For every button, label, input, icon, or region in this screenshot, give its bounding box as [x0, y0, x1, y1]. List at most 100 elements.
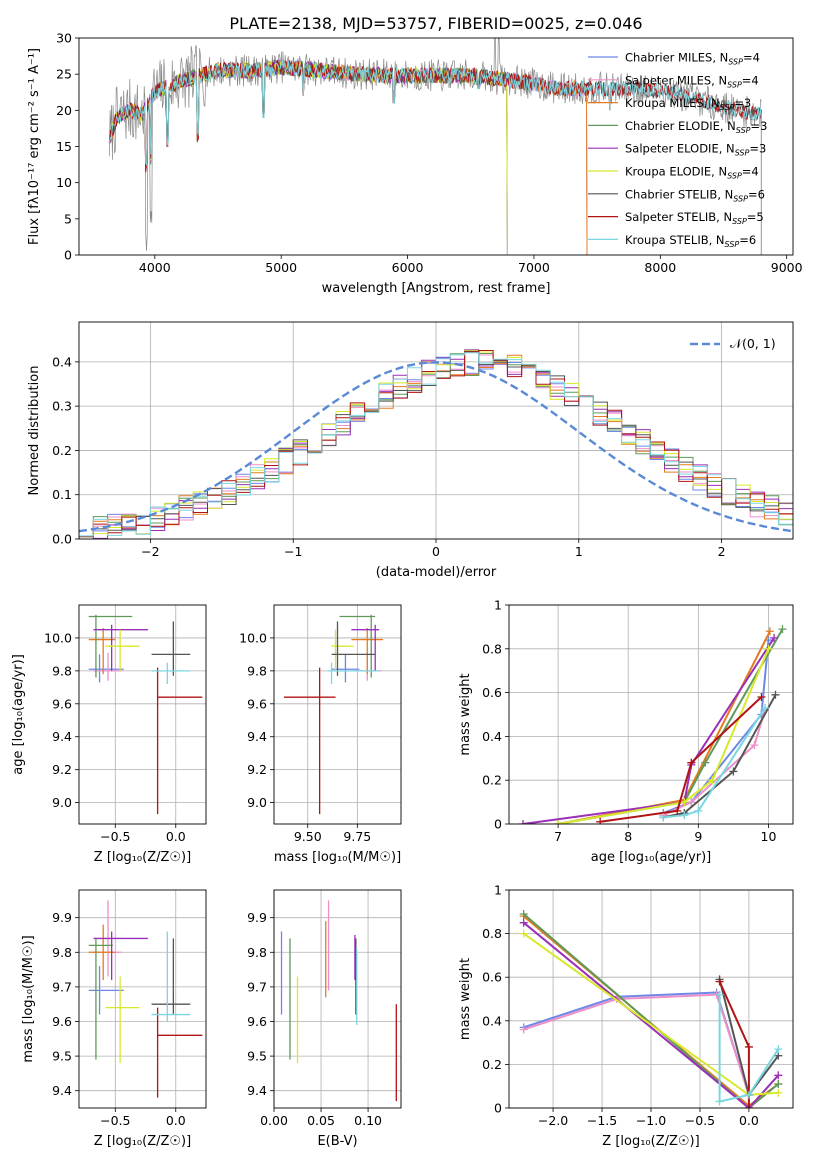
legend-label-normal: 𝒩(0, 1): [730, 336, 776, 351]
series-kroupa-stelib: [715, 990, 783, 1106]
x-tick-label: 0.10: [354, 1113, 382, 1128]
errorbar-chabrier-stelib: [151, 621, 191, 676]
data-point-marker: [554, 820, 563, 824]
legend-label: Chabrier MILES, NSSP=4: [625, 51, 760, 67]
series-line: [557, 628, 784, 824]
y-tick-label: 9.2: [52, 762, 72, 777]
x-tick-label: −2.0: [538, 1113, 568, 1128]
series-line: [663, 694, 777, 819]
y-tick-label: 0.4: [52, 354, 72, 369]
plot-area: [88, 900, 203, 1098]
errorbar-salpeter-miles: [93, 652, 122, 681]
y-tick-label: 9.7: [247, 979, 267, 994]
data-point-marker: [770, 633, 779, 642]
x-axis-label: Z [log₁₀(Z/Z☉)]: [94, 1134, 191, 1149]
errorbar-chabrier-miles: [331, 654, 360, 683]
series-kroupa-miles: [554, 627, 774, 824]
x-tick-label: 0.0: [166, 1113, 186, 1128]
x-axis-label: Z [log₁₀(Z/Z☉)]: [602, 1134, 699, 1149]
y-tick-label: 0: [64, 248, 72, 263]
data-point-marker: [771, 690, 780, 699]
x-tick-label: 9: [694, 829, 702, 844]
x-axis-label: E(B-V): [317, 1134, 357, 1149]
y-tick-label: 9.4: [247, 729, 267, 744]
series-salpeter-stelib: [596, 692, 766, 824]
x-tick-label: −1.5: [587, 1113, 617, 1128]
y-tick-label: 1: [494, 598, 502, 613]
axes-frame: [78, 604, 207, 825]
legend-label-suffix: =6: [748, 187, 765, 201]
data-point-marker: [764, 644, 773, 653]
legend-label-sub: SSP: [720, 103, 735, 112]
legend-label-main: Kroupa STELIB, N: [625, 233, 725, 247]
x-tick-label: 0.0: [739, 1113, 759, 1128]
x-tick-label: 6000: [392, 260, 424, 275]
y-tick-label: 9.6: [52, 696, 72, 711]
data-point-marker: [715, 977, 724, 986]
errorbar-chabrier-stelib: [151, 938, 191, 1015]
series-kroupa-elodie: [554, 644, 773, 824]
errorbar-kroupa-elodie: [105, 629, 140, 671]
series-line: [557, 630, 771, 824]
y-tick-label: 9.8: [247, 945, 267, 960]
errorbar-salpeter-stelib: [283, 667, 336, 815]
x-tick-label: 9.75: [343, 829, 371, 844]
errorbar-salpeter-elodie: [93, 931, 148, 980]
x-tick-label: 10: [761, 829, 777, 844]
chart-spectrum: 4000 5000 6000 7000 8000 9000 0 5 10 15 20 25 30 wave…: [27, 31, 803, 297]
chart-massweight-vs-Z: −2.0 −1.5 −1.0 −0.5 0.0 0 0.2 0.4 0.6 0.8 1 Z [log₁…: [458, 883, 794, 1149]
y-tick-label: 9.2: [247, 762, 267, 777]
series-line: [523, 921, 780, 1108]
legend-label-sub: SSP: [728, 58, 743, 67]
y-axis-label: age [log₁₀(age/yr)]: [11, 654, 26, 775]
data-point-marker: [680, 798, 689, 807]
x-tick-label: −0.5: [100, 1113, 130, 1128]
model-spectrum-chabrier-stelib: [108, 59, 762, 255]
data-point-marker: [680, 811, 689, 820]
legend-label: Salpeter ELODIE, NSSP=3: [625, 142, 766, 158]
x-axis-label: age [log₁₀(age/yr)]: [591, 850, 712, 865]
series-line: [662, 709, 766, 817]
y-tick-label: 30: [56, 31, 72, 46]
axes-frame: [78, 321, 794, 540]
errorbar-chabrier-stelib: [331, 621, 376, 676]
x-axis-label: wavelength [Angstrom, rest frame]: [322, 281, 551, 296]
series-line: [557, 648, 770, 824]
data-point-marker: [519, 909, 528, 918]
y-tick-label: 0.3: [52, 399, 72, 414]
legend-label: Salpeter MILES, NSSP=4: [625, 73, 759, 89]
y-tick-label: 9.7: [52, 979, 72, 994]
x-axis-label: Z [log₁₀(Z/Z☉)]: [94, 850, 191, 865]
data-point-marker: [715, 1097, 724, 1106]
y-tick-label: 9.4: [52, 729, 72, 744]
data-point-marker: [750, 741, 759, 750]
legend-label-suffix: =4: [742, 165, 759, 179]
y-tick-label: 0.8: [482, 641, 502, 656]
series-kroupa-stelib: [659, 703, 769, 822]
plot-area: [283, 614, 384, 815]
legend-label-suffix: =4: [743, 51, 760, 65]
data-point-marker: [729, 767, 738, 776]
data-point-marker: [701, 758, 710, 767]
y-tick-label: 0.6: [482, 970, 502, 985]
x-tick-label: −1.0: [636, 1113, 666, 1128]
y-tick-label: 0: [494, 1101, 502, 1116]
legend-label-main: Kroupa MILES, N: [625, 96, 720, 110]
x-tick-label: 5000: [265, 260, 297, 275]
y-tick-label: 9.4: [247, 1083, 267, 1098]
errorbar-chabrier-miles: [88, 654, 124, 683]
chart-mass-vs-EBV: 0.00 0.05 0.10 9.4 9.5 9.6 9.7 9.8 9.9 E(B-V): [247, 889, 402, 1149]
model-spectrum-salpeter-miles: [108, 58, 588, 255]
x-tick-label: 7000: [518, 260, 550, 275]
x-tick-label: 1: [575, 544, 583, 559]
model-spectrum-kroupa-stelib: [108, 59, 762, 255]
legend-label-suffix: =3: [749, 142, 766, 156]
y-tick-label: 0.8: [482, 926, 502, 941]
plot-area: [108, 38, 762, 255]
axes-frame: [273, 889, 402, 1109]
y-tick-label: 9.5: [52, 1049, 72, 1064]
legend: Chabrier MILES, NSSP=4 Salpeter MILES, NS…: [588, 51, 767, 249]
data-point-marker: [687, 758, 696, 767]
data-point-marker: [596, 817, 605, 824]
